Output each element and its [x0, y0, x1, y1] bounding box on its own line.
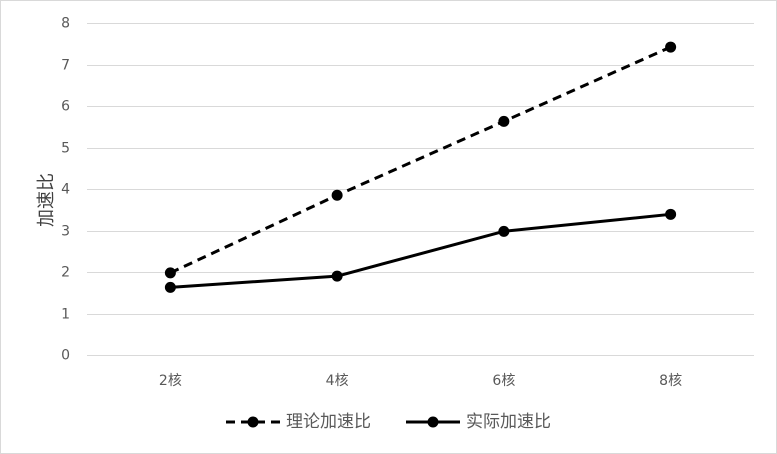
y-tick-label: 3 [61, 224, 70, 240]
x-tick-label: 6核 [492, 373, 515, 389]
y-tick-label: 4 [61, 182, 70, 198]
data-point [498, 225, 510, 237]
series-line [169, 45, 672, 275]
y-tick-label: 7 [61, 58, 70, 74]
data-point [164, 281, 176, 293]
x-axis-tick-labels: 2核 4核 6核 8核 [159, 373, 682, 389]
legend-item: 实际加速比 [406, 412, 551, 432]
y-tick-label: 5 [61, 141, 70, 157]
x-tick-label: 2核 [159, 373, 182, 389]
series-2 [164, 208, 677, 293]
legend-item: 理论加速比 [226, 412, 371, 432]
y-tick-label: 1 [61, 307, 70, 323]
series-group [164, 41, 677, 293]
data-point [164, 267, 176, 279]
y-axis-tick-labels: 0 1 2 3 4 5 6 7 8 [61, 16, 70, 364]
y-axis-title: 加速比 [36, 173, 57, 227]
legend-marker [427, 416, 439, 428]
legend-label: 实际加速比 [466, 412, 551, 432]
x-tick-label: 4核 [326, 373, 349, 389]
series-1 [164, 41, 677, 279]
legend: 理论加速比 实际加速比 [226, 412, 551, 432]
data-point [665, 41, 677, 53]
legend-marker [247, 416, 259, 428]
series-line [168, 212, 673, 289]
legend-label: 理论加速比 [286, 412, 371, 432]
data-point [331, 270, 343, 282]
x-tick-label: 8核 [659, 373, 682, 389]
data-point [498, 115, 510, 127]
gridlines [87, 23, 754, 356]
data-point [331, 189, 343, 201]
y-tick-label: 6 [61, 99, 70, 115]
y-tick-label: 2 [61, 265, 70, 281]
y-tick-label: 8 [61, 16, 70, 32]
data-point [665, 208, 677, 220]
y-tick-label: 0 [61, 348, 70, 364]
